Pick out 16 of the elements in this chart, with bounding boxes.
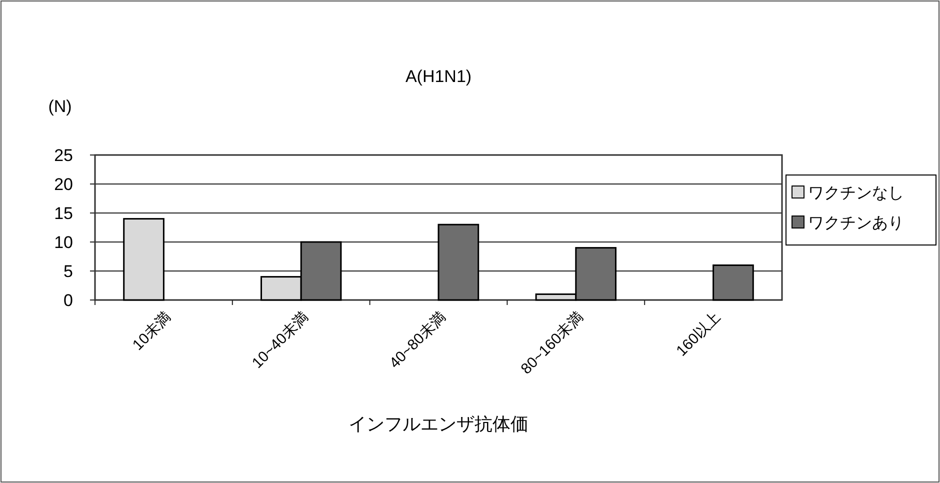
bar: [123, 218, 164, 301]
legend-label: ワクチンあり: [808, 215, 904, 232]
y-tick-label: 10: [54, 233, 73, 252]
bar: [712, 264, 754, 301]
y-tick-label: 25: [54, 146, 73, 165]
y-tick-label: 15: [54, 204, 73, 223]
x-axis-title: インフルエンザ抗体価: [348, 414, 528, 434]
y-tick-label: 0: [64, 291, 73, 310]
legend-label: ワクチンなし: [808, 185, 904, 202]
chart-title: A(H1N1): [405, 67, 472, 86]
x-tick-label: 160以上: [673, 308, 724, 360]
bar: [438, 224, 480, 301]
y-tick-label: 5: [64, 262, 73, 281]
y-tick-label: 20: [54, 175, 73, 194]
x-tick-label: 10未満: [129, 308, 175, 354]
y-axis-title: (N): [48, 97, 72, 116]
